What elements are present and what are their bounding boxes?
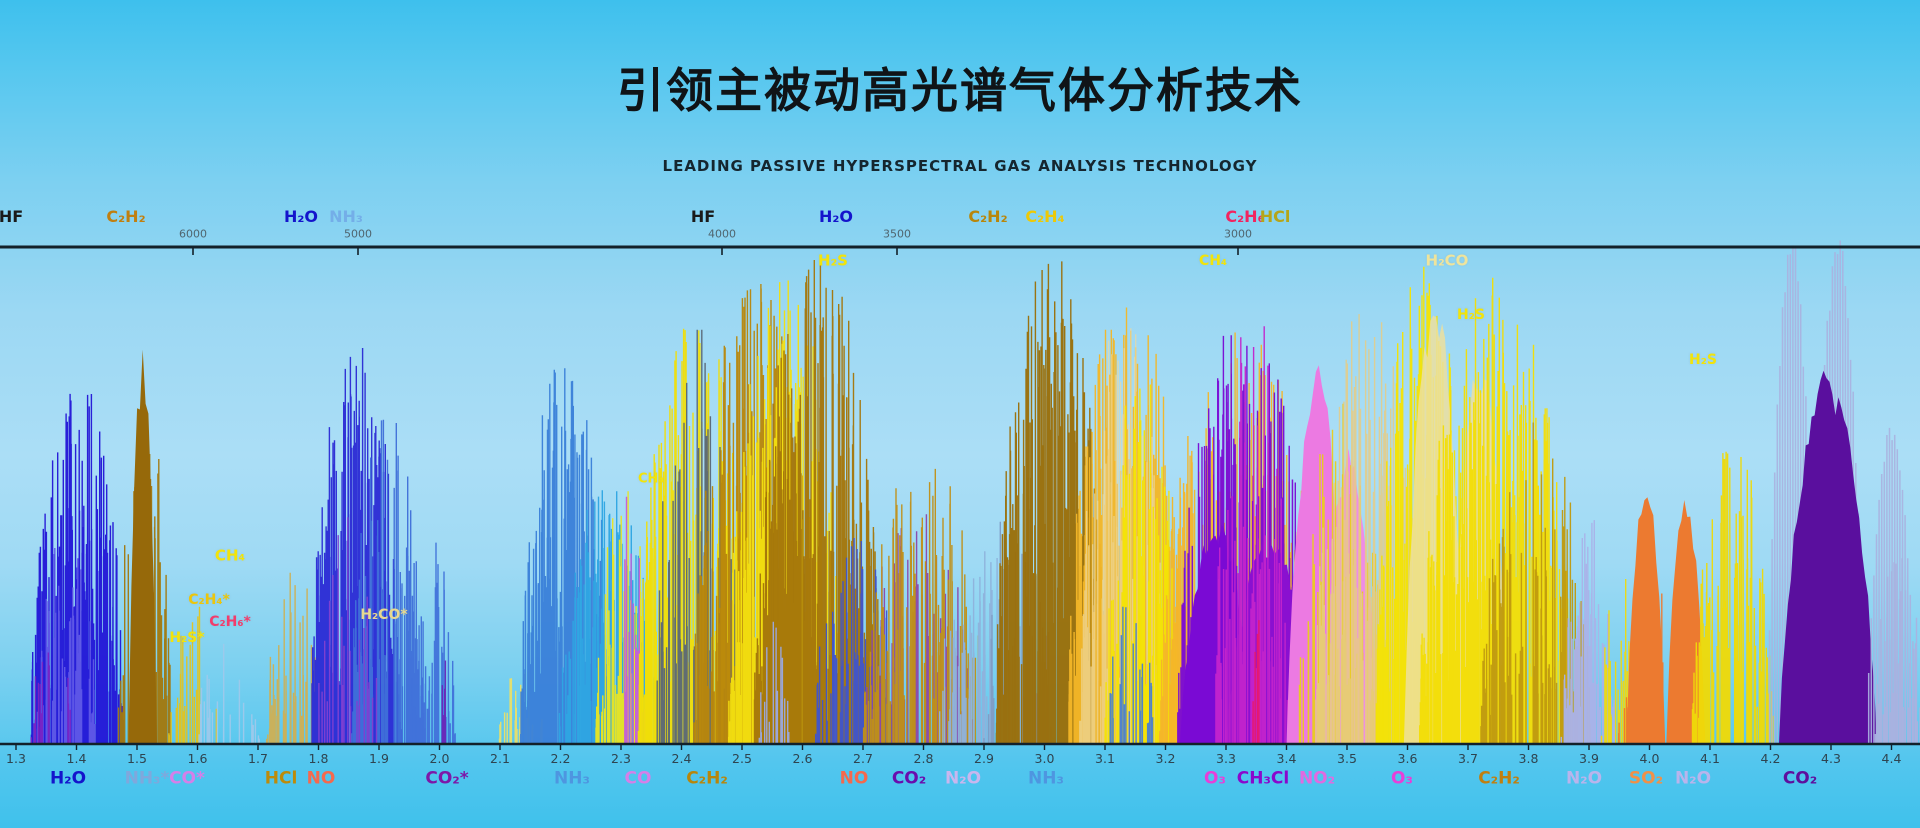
- spectral-band: [1252, 620, 1260, 743]
- spectral-band: [1109, 606, 1154, 743]
- spectral-band-N₂O: [1691, 451, 1774, 743]
- spectral-band: [1874, 558, 1920, 743]
- page-subtitle: LEADING PASSIVE HYPERSPECTRAL GAS ANALYS…: [662, 157, 1258, 175]
- spectral-band: [862, 468, 984, 743]
- spectral-band: [758, 621, 790, 743]
- spectral-blob: [1779, 370, 1877, 743]
- top-axis-ticks: [192, 247, 1239, 255]
- bottom-axis-ticks: [15, 744, 1893, 750]
- spectral-band: [318, 517, 378, 743]
- spectral-blob: [128, 349, 157, 743]
- spectral-band-CO*: [168, 606, 218, 743]
- page-title: 引领主被动高光谱气体分析技术: [617, 64, 1303, 119]
- spectral-band-N₂O: [939, 551, 1039, 743]
- spectral-band: [30, 652, 71, 743]
- spectral-blob-SO₂: [1626, 497, 1666, 743]
- spectral-blob: [1666, 500, 1706, 743]
- spectral-band-N₂O: [1560, 520, 1616, 743]
- spectral-band: [441, 660, 447, 743]
- spectral-peak: [1867, 427, 1917, 743]
- spectral-band: [198, 643, 260, 743]
